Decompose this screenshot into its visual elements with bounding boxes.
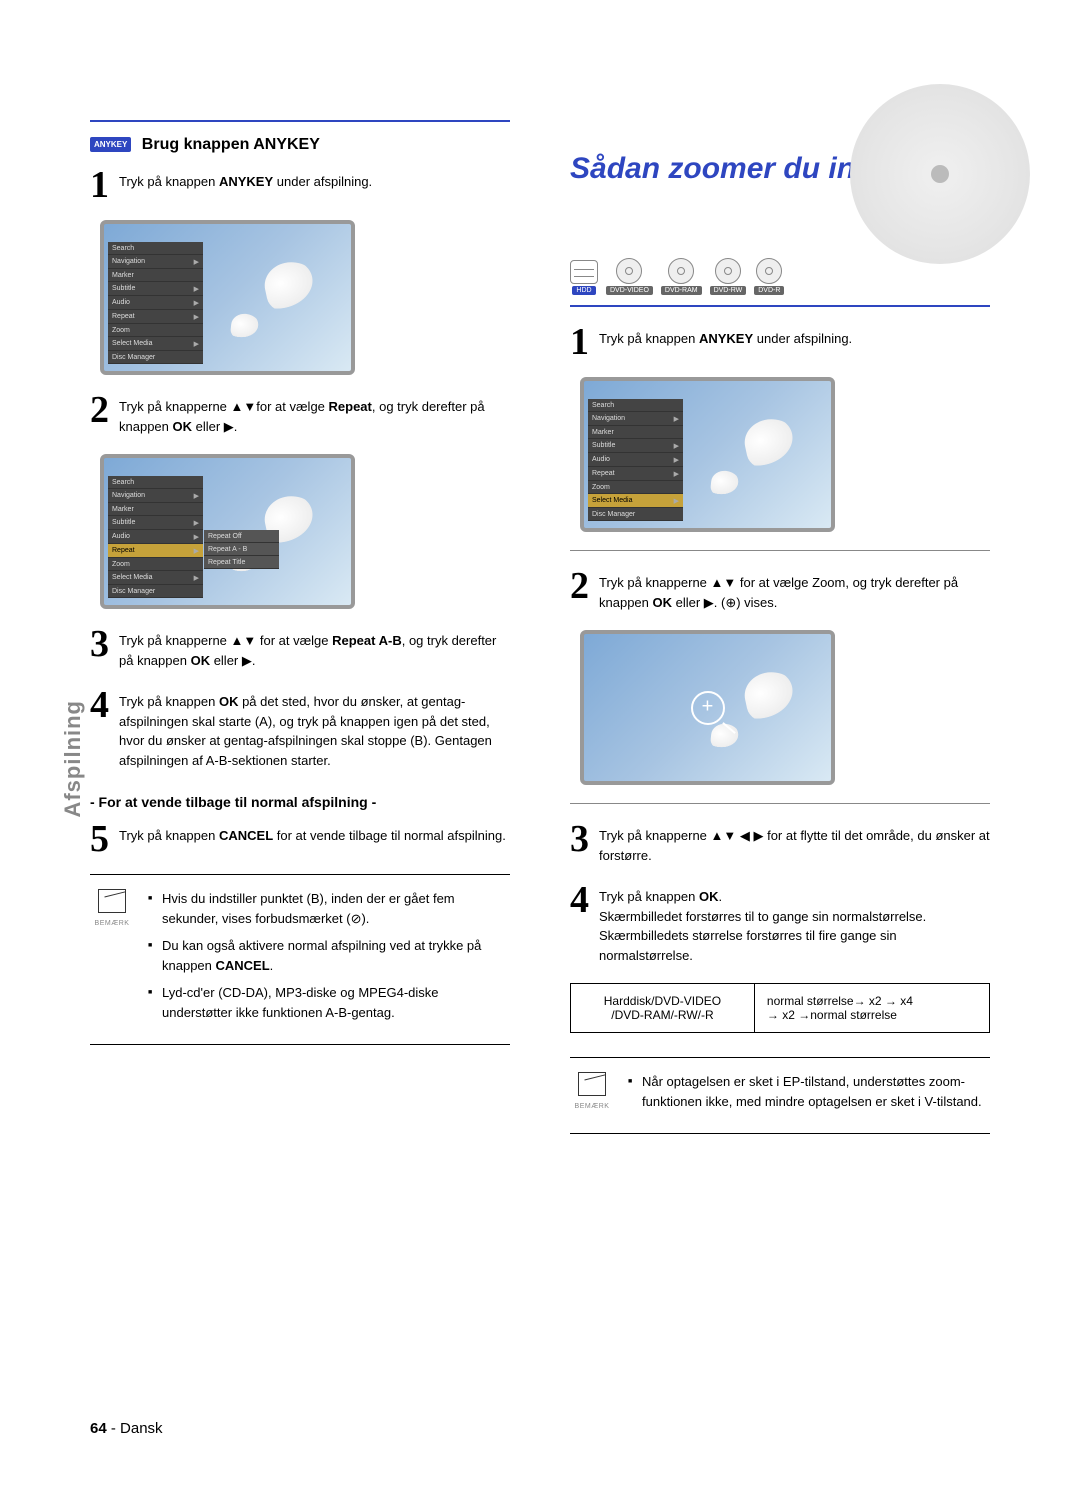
anykey-badge: ANYKEY xyxy=(90,137,131,152)
left-column: ANYKEY Brug knappen ANYKEY 1 Tryk på kna… xyxy=(90,120,510,1134)
step-number: 1 xyxy=(570,325,589,359)
hero: Sådan zoomer du ind xyxy=(570,120,990,250)
step-number: 4 xyxy=(90,688,109,722)
osd-menu: SearchNavigation▶MarkerSubtitle▶Audio▶Re… xyxy=(108,242,203,364)
step-text: Tryk på knappen ANYKEY under afspilning. xyxy=(599,325,852,349)
screenshot-thumb-3: SearchNavigation▶MarkerSubtitle▶Audio▶Re… xyxy=(580,377,835,532)
step-number: 2 xyxy=(570,569,589,603)
zoom-icon xyxy=(691,691,725,725)
step-text: Tryk på knappen ANYKEY under afspilning. xyxy=(119,168,372,192)
osd-menu: SearchNavigation▶MarkerSubtitle▶Audio▶Re… xyxy=(588,399,683,521)
osd-menu: SearchNavigation▶MarkerSubtitle▶Audio▶Re… xyxy=(108,476,203,598)
subheading: - For at vende tilbage til normal afspil… xyxy=(90,794,510,810)
media-badges: HDDDVD-VIDEODVD-RAMDVD-RWDVD-R xyxy=(570,258,990,295)
screenshot-thumb-2: SearchNavigation▶MarkerSubtitle▶Audio▶Re… xyxy=(100,454,355,609)
left-heading: ANYKEY Brug knappen ANYKEY xyxy=(90,136,510,154)
note-box: BEMÆRK Når optagelsen er sket i EP-tilst… xyxy=(570,1057,990,1134)
step-number: 2 xyxy=(90,393,109,427)
screenshot-thumb-4 xyxy=(580,630,835,785)
right-column: Sådan zoomer du ind HDDDVD-VIDEODVD-RAMD… xyxy=(570,120,990,1134)
step-text: Tryk på knapperne ▲▼ ◀ ▶ for at flytte t… xyxy=(599,822,990,865)
step-number: 4 xyxy=(570,883,589,917)
screenshot-thumb-1: SearchNavigation▶MarkerSubtitle▶Audio▶Re… xyxy=(100,220,355,375)
note-icon: BEMÆRK xyxy=(574,1072,610,1119)
step-number: 3 xyxy=(90,627,109,661)
step-text: Tryk på knapperne ▲▼ for at vælge Zoom, … xyxy=(599,569,990,612)
page-footer: 64 - Dansk xyxy=(90,1420,163,1437)
disc-graphic xyxy=(850,84,1030,264)
step-text: Tryk på knappen CANCEL for at vende tilb… xyxy=(119,822,506,846)
step-number: 3 xyxy=(570,822,589,856)
note-list: Hvis du indstiller punktet (B), inden de… xyxy=(148,889,506,1030)
note-icon: BEMÆRK xyxy=(94,889,130,1030)
note-list: Når optagelsen er sket i EP-tilstand, un… xyxy=(628,1072,986,1119)
osd-submenu: Repeat OffRepeat A - BRepeat Title xyxy=(204,530,279,569)
note-box: BEMÆRK Hvis du indstiller punktet (B), i… xyxy=(90,874,510,1045)
step-text: Tryk på knappen OK på det sted, hvor du … xyxy=(119,688,510,770)
step-number: 5 xyxy=(90,822,109,856)
step-text: Tryk på knapperne ▲▼for at vælge Repeat,… xyxy=(119,393,510,436)
step-number: 1 xyxy=(90,168,109,202)
zoom-table: Harddisk/DVD-VIDEO /DVD-RAM/-RW/-R norma… xyxy=(570,983,990,1033)
step-text: Tryk på knappen OK.Skærmbilledet forstør… xyxy=(599,883,990,965)
step-text: Tryk på knapperne ▲▼ for at vælge Repeat… xyxy=(119,627,510,670)
